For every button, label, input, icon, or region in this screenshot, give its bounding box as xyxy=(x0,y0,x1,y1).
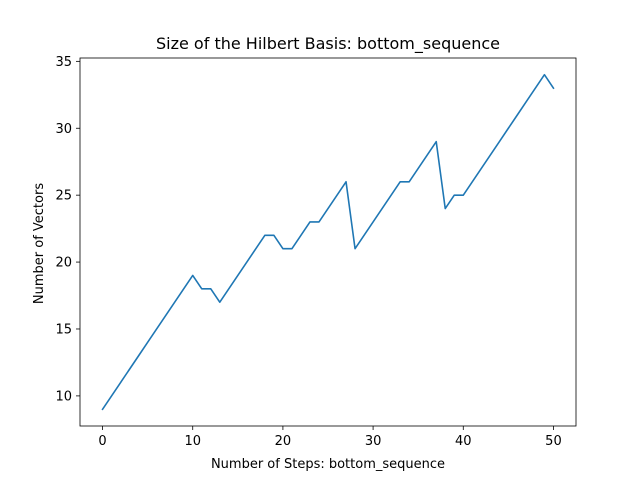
x-tick-label: 30 xyxy=(365,434,382,449)
y-axis-title: Number of Vectors xyxy=(32,183,47,304)
y-tick-label: 35 xyxy=(55,55,72,70)
x-axis-title: Number of Steps: bottom_sequence xyxy=(211,457,445,472)
chart-title: Size of the Hilbert Basis: bottom_sequen… xyxy=(156,34,500,54)
axes-frame xyxy=(79,57,577,427)
y-tick-label: 15 xyxy=(55,322,72,337)
x-tick-label: 20 xyxy=(275,434,292,449)
y-tick-label: 25 xyxy=(55,189,72,204)
x-tick-label: 10 xyxy=(184,434,201,449)
x-tick-label: 0 xyxy=(98,434,106,449)
y-axis: 10 15 20 25 30 35 xyxy=(55,55,80,404)
y-tick-label: 10 xyxy=(55,389,72,404)
y-tick-label: 20 xyxy=(55,256,72,271)
x-axis: 0 10 20 30 40 50 xyxy=(98,426,562,449)
series-line xyxy=(101,73,555,411)
x-tick-label: 40 xyxy=(455,434,472,449)
x-tick-label: 50 xyxy=(545,434,562,449)
y-tick-label: 30 xyxy=(55,122,72,137)
plot-area xyxy=(101,73,555,411)
